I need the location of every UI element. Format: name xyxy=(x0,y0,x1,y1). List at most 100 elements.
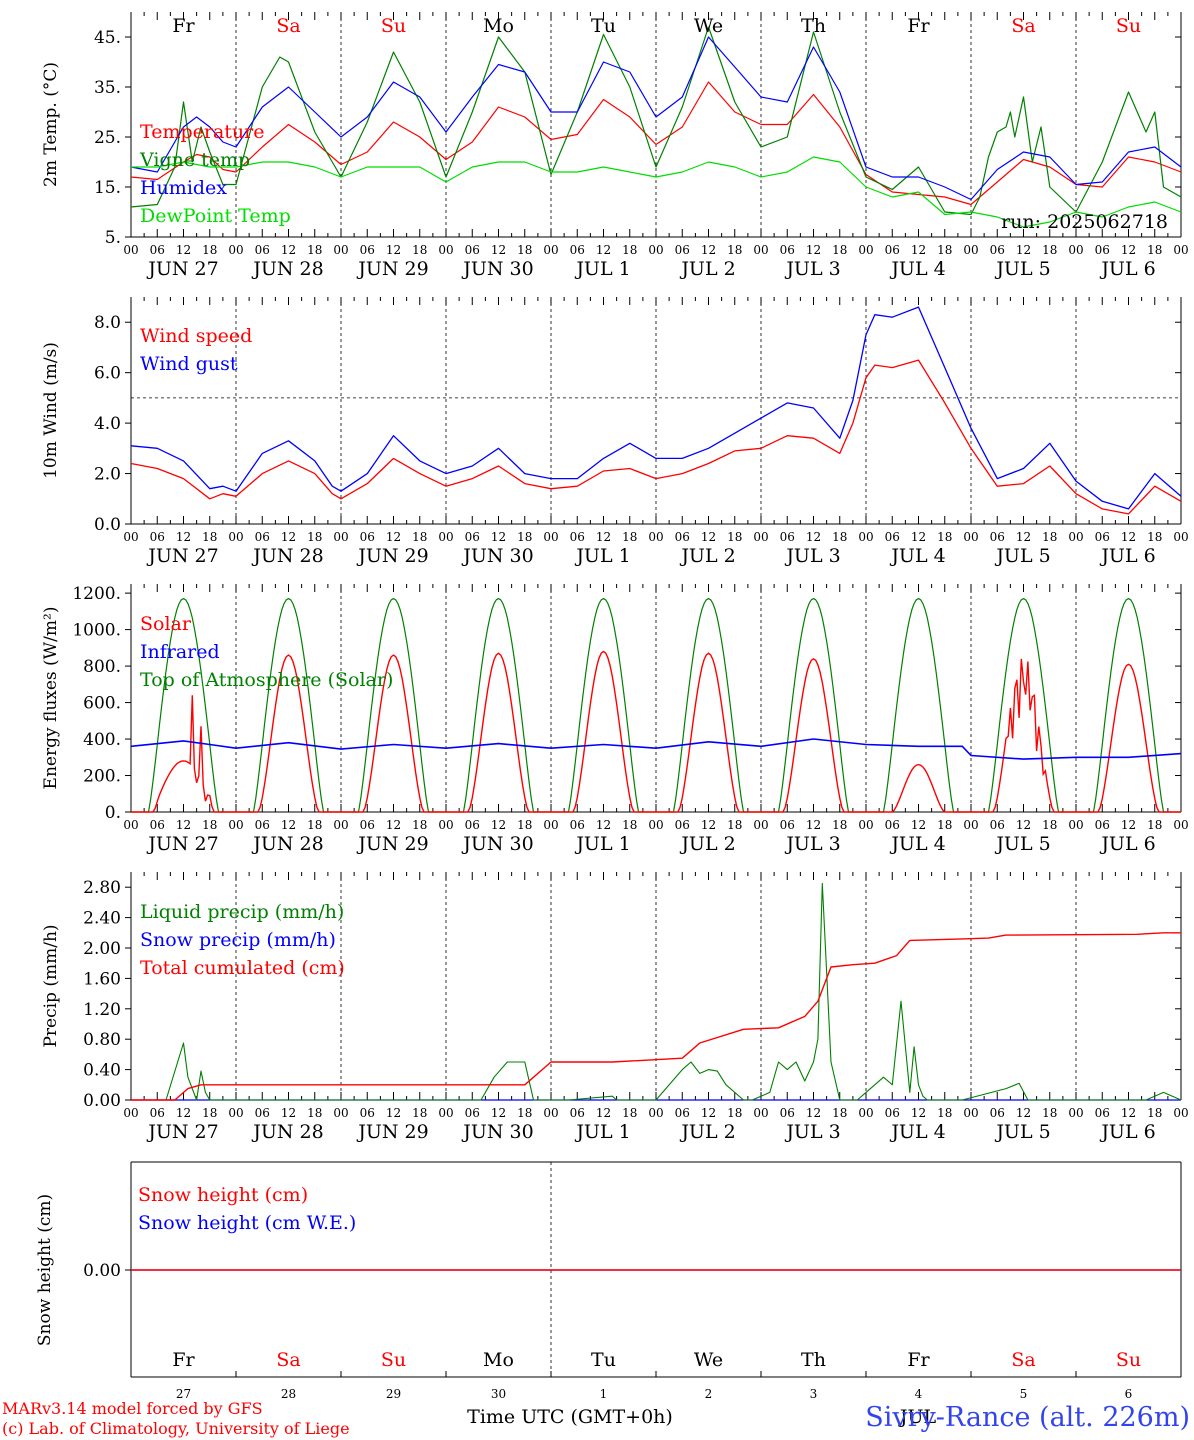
y-tick-label: 1000. xyxy=(72,621,121,641)
hour-tick-label: 00 xyxy=(858,1106,873,1120)
hour-tick-label: 12 xyxy=(1121,530,1136,544)
series-line-solar xyxy=(131,650,1181,813)
legend-entry: Total cumulated (cm) xyxy=(140,957,345,979)
weekday-label: Th xyxy=(801,1349,826,1371)
day-number-label: 30 xyxy=(491,1387,506,1401)
hour-tick-label: 18 xyxy=(622,818,637,832)
hour-tick-label: 18 xyxy=(1042,818,1057,832)
hour-tick-label: 18 xyxy=(307,818,322,832)
weekday-label: Tu xyxy=(591,1349,616,1371)
y-tick-label: 1.60 xyxy=(83,969,121,989)
hour-tick-label: 00 xyxy=(333,818,348,832)
weekday-label: Fr xyxy=(172,15,195,37)
y-tick-label: 200. xyxy=(83,767,121,787)
hour-tick-label: 06 xyxy=(780,1106,795,1120)
hour-tick-label: 06 xyxy=(255,243,270,257)
hour-tick-label: 00 xyxy=(648,530,663,544)
date-label: JUL 1 xyxy=(574,1121,630,1143)
hour-tick-label: 00 xyxy=(123,530,138,544)
date-label: JUN 28 xyxy=(251,258,323,280)
hour-tick-label: 18 xyxy=(202,243,217,257)
date-label: JUL 1 xyxy=(574,545,630,567)
hour-tick-label: 18 xyxy=(727,243,742,257)
hour-tick-label: 06 xyxy=(150,818,165,832)
hour-tick-label: 18 xyxy=(937,530,952,544)
hour-tick-label: 12 xyxy=(491,1106,506,1120)
hour-tick-label: 18 xyxy=(832,818,847,832)
day-number-label: 6 xyxy=(1125,1387,1133,1401)
hour-tick-label: 06 xyxy=(465,818,480,832)
weekday-label: Sa xyxy=(276,1349,300,1371)
lab-credit: (c) Lab. of Climatology, University of L… xyxy=(2,1419,350,1438)
hour-tick-label: 06 xyxy=(675,243,690,257)
hour-tick-label: 06 xyxy=(1095,818,1110,832)
hour-tick-label: 12 xyxy=(806,530,821,544)
hour-tick-label: 00 xyxy=(333,530,348,544)
y-axis-label: 2m Temp. (°C) xyxy=(41,62,61,187)
series-line-infrared xyxy=(130,738,1182,760)
hour-tick-label: 00 xyxy=(123,243,138,257)
hour-tick-label: 18 xyxy=(937,1106,952,1120)
hour-tick-label: 12 xyxy=(911,530,926,544)
hour-tick-label: 12 xyxy=(701,818,716,832)
date-label: JUL 6 xyxy=(1099,833,1155,855)
weekday-label: Fr xyxy=(907,15,930,37)
hour-tick-label: 18 xyxy=(412,530,427,544)
hour-tick-label: 00 xyxy=(1173,530,1188,544)
hour-tick-label: 18 xyxy=(1147,1106,1162,1120)
series-line-humidex xyxy=(130,36,1182,201)
legend-entry: Liquid precip (mm/h) xyxy=(140,901,344,923)
hour-tick-label: 00 xyxy=(753,243,768,257)
legend-entry: DewPoint Temp xyxy=(140,205,291,227)
hour-tick-label: 00 xyxy=(963,818,978,832)
weekday-label: Fr xyxy=(907,1349,930,1371)
date-label: JUN 27 xyxy=(146,833,218,855)
hour-tick-label: 06 xyxy=(885,818,900,832)
y-tick-label: 0.00 xyxy=(83,1261,121,1281)
hour-tick-label: 18 xyxy=(202,1106,217,1120)
hour-tick-label: 06 xyxy=(675,818,690,832)
day-number-label: 2 xyxy=(705,1387,713,1401)
hour-tick-label: 06 xyxy=(255,1106,270,1120)
date-label: JUL 5 xyxy=(994,1121,1050,1143)
series-line-total-cumulated-cm- xyxy=(131,932,1181,1101)
hour-tick-label: 00 xyxy=(438,818,453,832)
date-label: JUL 6 xyxy=(1099,545,1155,567)
hour-tick-label: 18 xyxy=(832,1106,847,1120)
hour-tick-label: 12 xyxy=(701,530,716,544)
hour-tick-label: 00 xyxy=(648,243,663,257)
panel-frame-0: 5. 15. 25. 35. 45. 2m Temp. (°C) xyxy=(41,12,1182,248)
series-line-vigne-temp xyxy=(130,26,1182,216)
hour-tick-label: 18 xyxy=(517,243,532,257)
hour-tick-label: 18 xyxy=(1042,243,1057,257)
hour-tick-label: 06 xyxy=(675,530,690,544)
hour-tick-label: 12 xyxy=(491,530,506,544)
hour-tick-label: 06 xyxy=(570,243,585,257)
hour-tick-label: 18 xyxy=(202,530,217,544)
hour-tick-label: 18 xyxy=(937,818,952,832)
hour-tick-label: 06 xyxy=(885,243,900,257)
date-label: JUN 29 xyxy=(356,258,428,280)
hour-tick-label: 00 xyxy=(753,1106,768,1120)
y-axis-label: Precip (mm/h) xyxy=(41,924,61,1047)
hour-tick-label: 00 xyxy=(543,818,558,832)
y-axis-label: 10m Wind (m/s) xyxy=(41,342,61,479)
series-line-dewpoint-temp xyxy=(131,156,1182,228)
weekday-label: Mo xyxy=(483,1349,514,1371)
hour-tick-label: 00 xyxy=(1068,818,1083,832)
month-label: JUL xyxy=(898,1406,937,1428)
series-line-wind-speed xyxy=(130,359,1182,515)
hour-tick-label: 00 xyxy=(438,530,453,544)
date-label: JUN 30 xyxy=(461,1121,533,1143)
hour-tick-label: 00 xyxy=(1068,1106,1083,1120)
date-label: JUL 2 xyxy=(679,258,735,280)
hour-tick-label: 12 xyxy=(281,1106,296,1120)
run-label: run: 2025062718 xyxy=(1001,211,1168,233)
date-label: JUL 4 xyxy=(889,1121,945,1143)
weekday-label: Sa xyxy=(276,15,300,37)
hour-tick-label: 12 xyxy=(176,530,191,544)
date-label: JUN 28 xyxy=(251,545,323,567)
